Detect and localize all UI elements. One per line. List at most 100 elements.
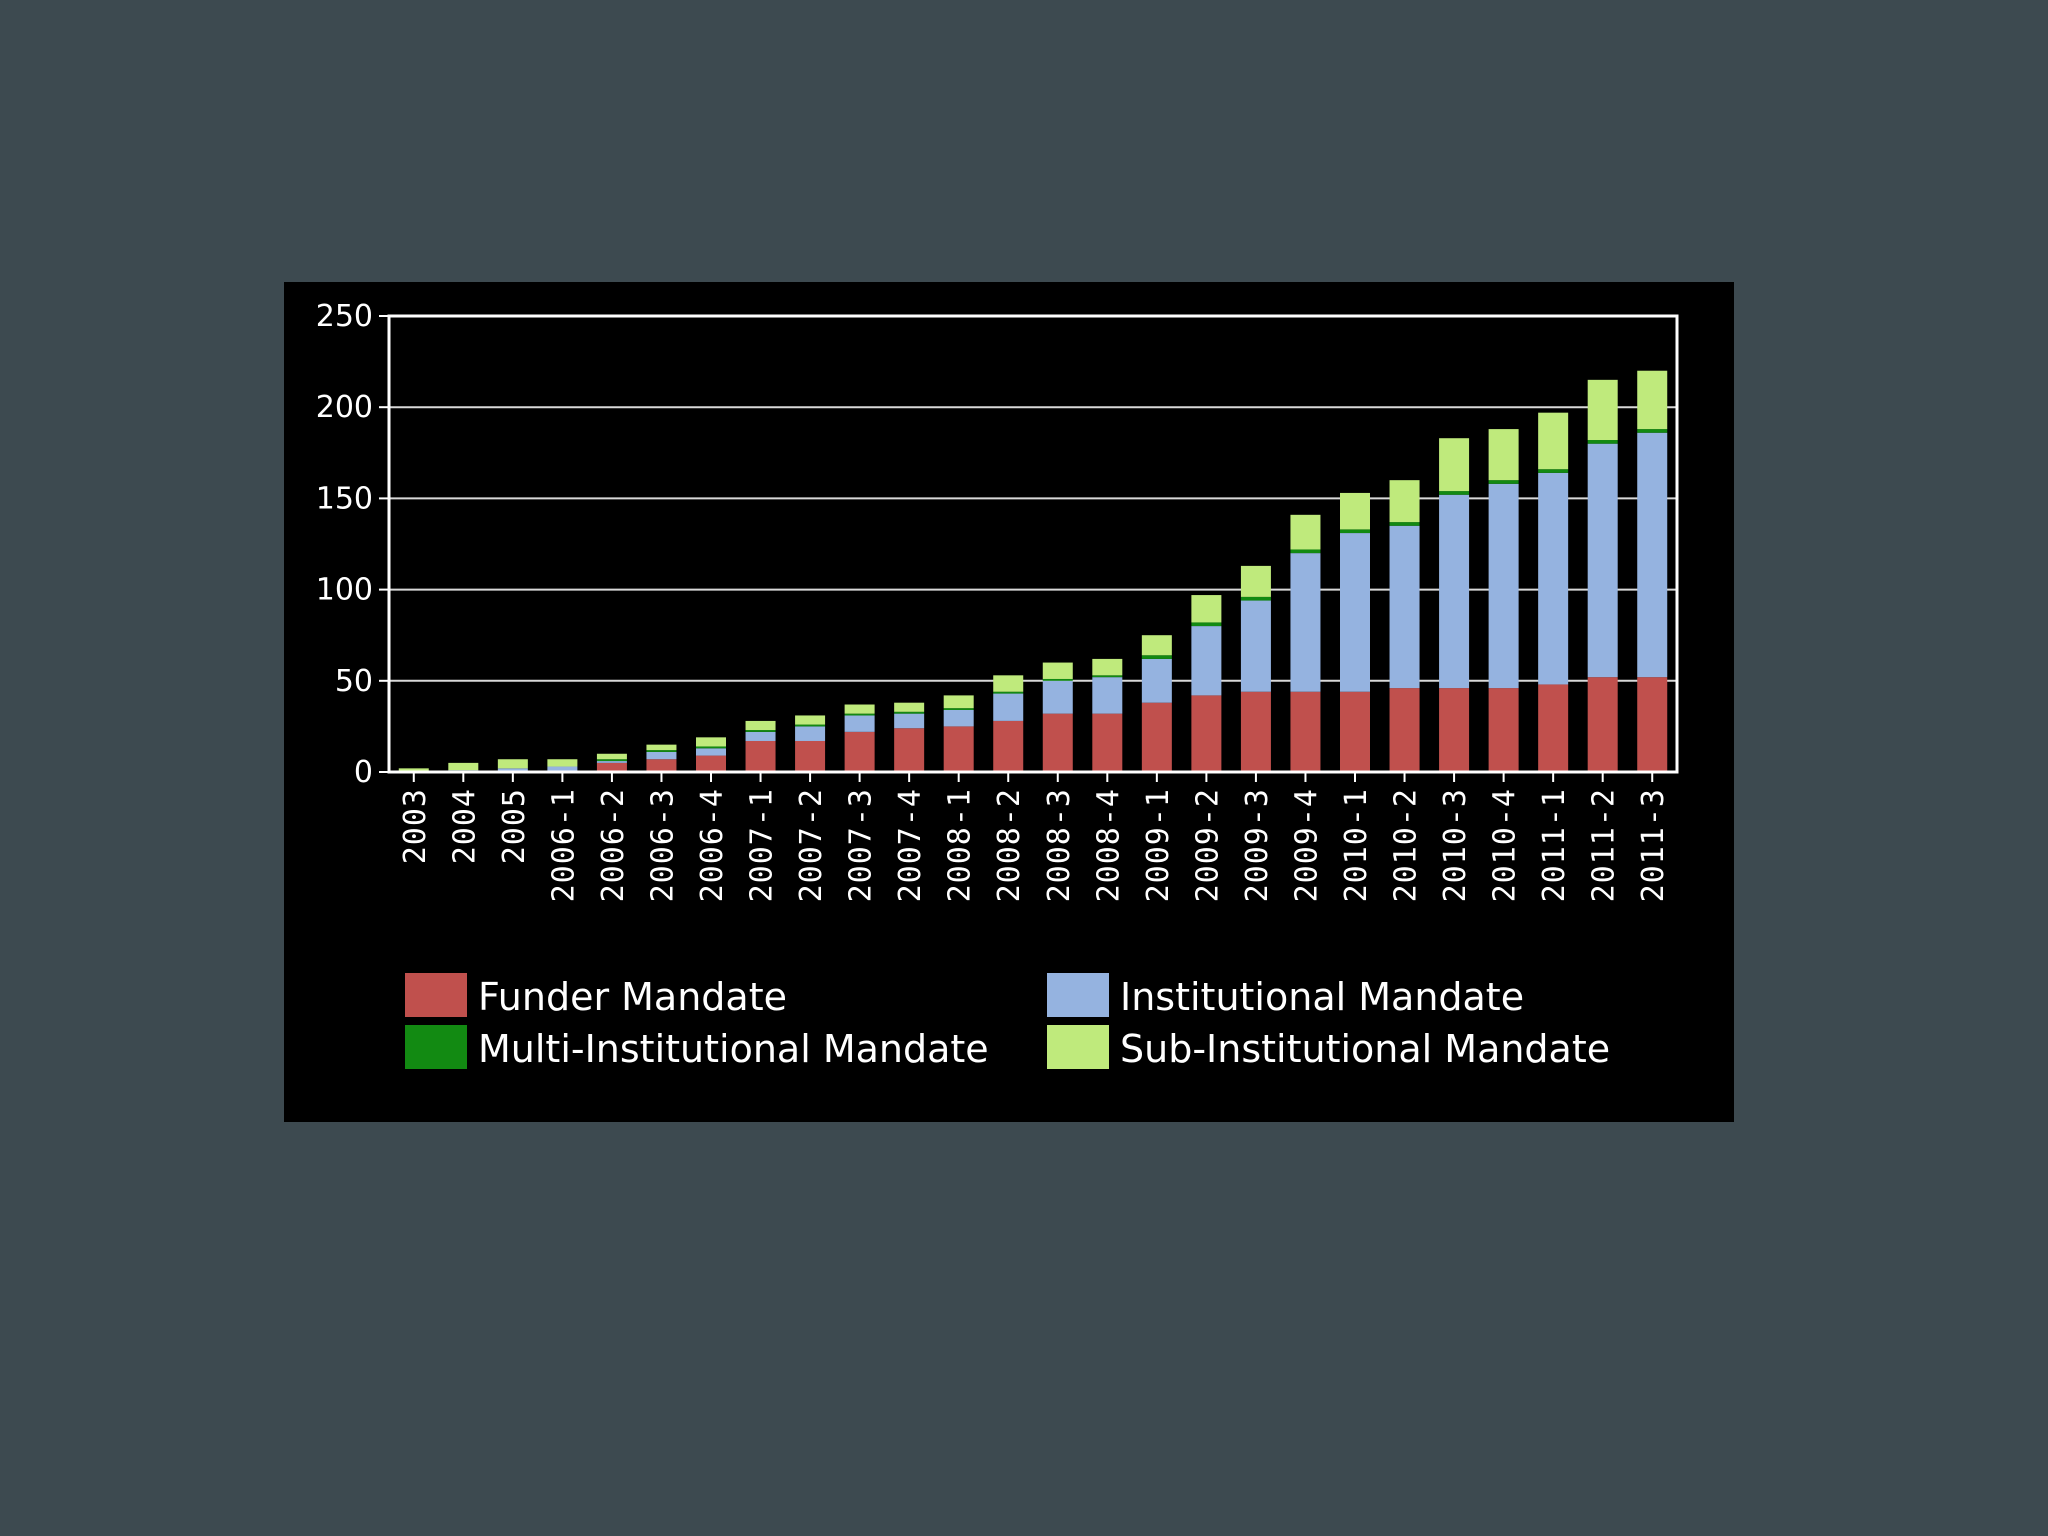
y-tick-label: 150: [316, 481, 373, 516]
bar-segment: [943, 695, 974, 709]
y-tick-label: 100: [316, 573, 373, 608]
x-tick-label: 2010-2: [1389, 788, 1424, 902]
x-tick-label: 2006-4: [695, 788, 730, 902]
bar-segment: [1637, 677, 1668, 772]
x-axis-ticks: 2003 2004 2005 2006-1 2006-2 2006-3 2006-4 2007…: [398, 772, 1671, 902]
bar-segment: [1141, 655, 1172, 659]
bar-segment: [1587, 443, 1618, 678]
bar-segment: [1191, 595, 1222, 623]
x-tick-label: 2005: [497, 788, 532, 864]
bar-segment: [1191, 695, 1222, 772]
bar-segment: [795, 726, 826, 741]
bar-segment: [1439, 491, 1470, 495]
bar-segment: [696, 737, 726, 747]
bar-segment: [1290, 549, 1321, 554]
bar-segment: [1439, 438, 1470, 492]
x-tick-label: 2006-2: [596, 788, 631, 902]
plot-frame: [387, 314, 1679, 774]
bar-segment: [596, 761, 627, 763]
legend-label: Multi-Institutional Mandate: [478, 1027, 989, 1071]
x-tick-label: 2009-3: [1240, 788, 1275, 902]
x-tick-label: 2004: [447, 788, 482, 864]
bar-segment: [1340, 529, 1370, 534]
bar-segment: [844, 704, 875, 714]
bar-segment: [1092, 713, 1123, 772]
bar-segment: [1587, 379, 1618, 441]
x-tick-label: 2008-4: [1091, 788, 1126, 902]
bar-segment: [497, 768, 528, 772]
bar-segment: [993, 693, 1024, 721]
bar-segment: [696, 748, 726, 756]
bar-segment: [1488, 483, 1519, 689]
y-tick-label: 200: [316, 390, 373, 425]
bar-segment: [1042, 713, 1073, 772]
legend-swatch: [405, 973, 467, 1017]
legend-label: Funder Mandate: [478, 975, 787, 1019]
bar-segment: [1042, 678, 1073, 681]
bar-segment: [943, 709, 974, 727]
legend-swatch: [1047, 973, 1109, 1017]
bar-segment: [1290, 514, 1321, 550]
x-tick-label: 2008-2: [992, 788, 1027, 902]
bar-segment: [497, 759, 528, 769]
bar-segment: [1389, 525, 1420, 689]
bar-segment: [1092, 658, 1123, 676]
bar-segment: [1042, 662, 1073, 679]
bar-segment: [745, 720, 776, 731]
x-tick-label: 2009-1: [1141, 788, 1176, 902]
x-tick-label: 2006-1: [546, 788, 581, 902]
bar-segment: [993, 691, 1024, 694]
bars: [398, 370, 1668, 772]
bar-segment: [1092, 675, 1123, 678]
bar-segment: [1141, 702, 1172, 772]
bar-segment: [894, 702, 925, 712]
y-axis-ticks: 0 50 100 150 200 250: [316, 299, 389, 790]
bar-segment: [1042, 680, 1073, 714]
x-tick-label: 2011-3: [1636, 788, 1671, 902]
bar-segment: [547, 766, 578, 772]
bar-segment: [943, 726, 974, 772]
bar-segment: [1290, 553, 1321, 692]
bar-segment: [1538, 469, 1569, 473]
bar-segment: [1240, 596, 1271, 601]
bar-segment: [795, 715, 826, 725]
bar-segment: [1538, 412, 1569, 470]
bar-segment: [696, 746, 726, 749]
bar-segment: [844, 713, 875, 716]
x-tick-label: 2009-2: [1190, 788, 1225, 902]
bar-segment: [993, 720, 1024, 772]
bar-segment: [646, 744, 677, 751]
x-tick-label: 2007-4: [893, 788, 928, 902]
bar-segment: [448, 762, 479, 771]
bar-segment: [1488, 429, 1519, 481]
bar-segment: [696, 755, 726, 772]
bar-segment: [1141, 658, 1172, 703]
bar-segment: [646, 759, 677, 772]
x-tick-label: 2010-1: [1339, 788, 1374, 902]
bar-segment: [1340, 691, 1370, 772]
bar-segment: [547, 759, 578, 767]
bar-segment: [745, 730, 776, 732]
bar-segment: [1637, 429, 1668, 433]
x-tick-label: 2009-4: [1289, 788, 1324, 902]
legend: Funder Mandate Institutional Mandate Multi…: [405, 973, 1610, 1071]
bar-segment: [745, 740, 776, 772]
bar-segment: [745, 731, 776, 741]
bar-segment: [596, 753, 627, 760]
bar-segment: [1488, 480, 1519, 484]
bar-segment: [596, 759, 627, 762]
bar-segment: [795, 724, 826, 727]
bar-segment: [1587, 677, 1618, 772]
bar-segment: [1389, 522, 1420, 526]
bar-segment: [1240, 600, 1271, 692]
bar-segment: [894, 713, 925, 729]
bar-segment: [1439, 494, 1470, 689]
bar-segment: [1340, 492, 1370, 530]
x-tick-label: 2010-4: [1488, 788, 1523, 902]
bar-segment: [844, 731, 875, 772]
bar-segment: [1587, 440, 1618, 444]
y-tick-label: 0: [354, 755, 373, 790]
x-tick-label: 2003: [398, 788, 433, 864]
bar-segment: [894, 728, 925, 772]
bar-segment: [894, 711, 925, 714]
